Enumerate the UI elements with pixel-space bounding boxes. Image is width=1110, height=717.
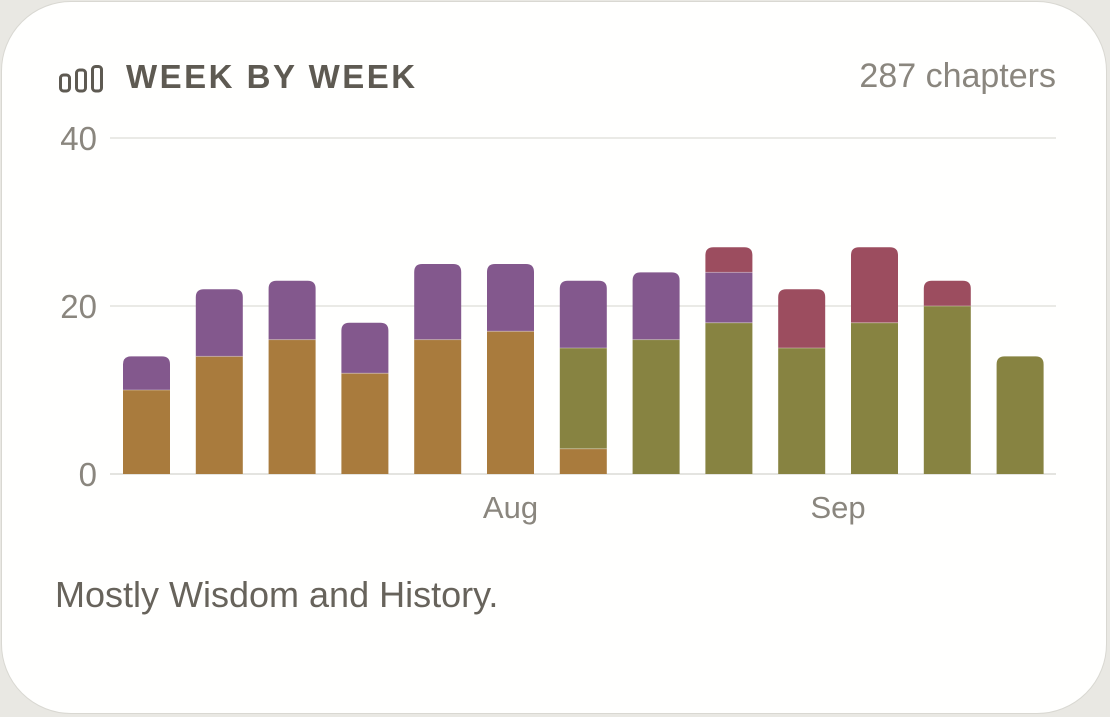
x-tick-label: Sep <box>811 490 866 525</box>
card-title: WEEK BY WEEK <box>126 58 418 95</box>
bar-segment <box>778 348 826 474</box>
bar-segment <box>268 280 316 340</box>
bar-segment <box>559 348 607 449</box>
bar-segment <box>414 264 462 340</box>
bar-segment <box>923 306 971 474</box>
bar-segment <box>851 247 898 323</box>
y-tick-label: 0 <box>79 456 97 493</box>
bar-segment <box>632 339 680 474</box>
bar-segment <box>123 390 170 474</box>
chart-caption: Mostly Wisdom and History. <box>55 574 499 615</box>
bar-segment <box>778 289 826 348</box>
bar-segment <box>705 272 753 323</box>
bar-segment <box>923 280 971 306</box>
bar-segment <box>487 264 534 332</box>
chapter-count: 287 chapters <box>859 57 1056 95</box>
bar-segment <box>195 356 243 474</box>
bar-segment <box>414 339 462 474</box>
bar-segment <box>559 448 607 474</box>
bar-segment <box>705 247 753 273</box>
y-tick-label: 40 <box>60 120 97 157</box>
bar-chart-icon <box>59 65 103 93</box>
bar-segment <box>341 322 389 374</box>
bar-segment <box>268 339 316 474</box>
bar-segment <box>341 373 389 474</box>
bar-segment <box>195 289 243 357</box>
bar-segment <box>559 280 607 348</box>
y-tick-label: 20 <box>60 288 97 325</box>
bar-segment <box>851 322 898 474</box>
x-tick-label: Aug <box>483 490 538 525</box>
bar-segment <box>632 272 680 340</box>
bar-segment <box>123 356 170 390</box>
bar-segment <box>487 331 534 474</box>
bar-segment <box>996 356 1044 474</box>
bar-segment <box>705 322 753 474</box>
